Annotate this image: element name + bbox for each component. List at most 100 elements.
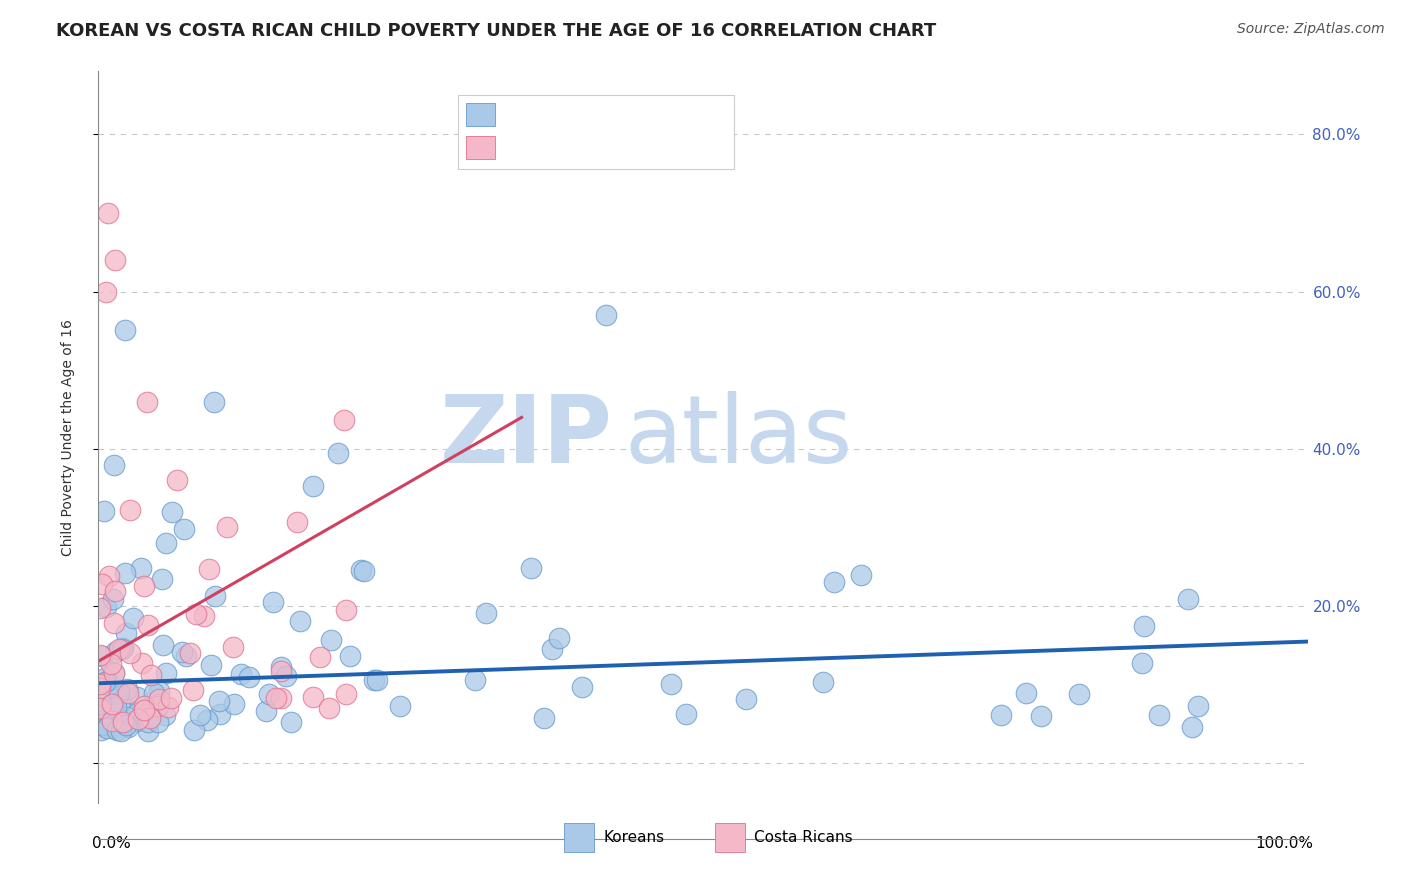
Point [104, 584, 127, 599]
Point [990, 707, 1012, 722]
Point [150, 573, 173, 587]
Text: KOREAN VS COSTA RICAN CHILD POVERTY UNDER THE AGE OF 16 CORRELATION CHART: KOREAN VS COSTA RICAN CHILD POVERTY UNDE… [56, 22, 936, 40]
Point [1177, 592, 1199, 607]
Point [181, 682, 204, 697]
Point [156, 700, 179, 714]
Point [353, 564, 375, 578]
Point [166, 473, 188, 487]
Point [125, 706, 148, 720]
Point [148, 692, 170, 706]
Point [823, 575, 845, 590]
Point [94, 671, 117, 685]
Point [110, 723, 132, 738]
Point [114, 323, 136, 337]
Point [100, 722, 122, 736]
Point [90, 723, 112, 738]
Point [155, 536, 177, 550]
Point [94, 600, 117, 615]
Point [363, 673, 385, 687]
Point [183, 723, 205, 737]
Point [90, 698, 112, 712]
Point [173, 522, 195, 536]
Point [215, 519, 238, 533]
Point [108, 685, 131, 699]
Point [111, 641, 134, 656]
Point [339, 648, 361, 663]
Point [110, 695, 132, 709]
Point [94, 674, 117, 689]
Point [1133, 619, 1156, 633]
Point [105, 723, 128, 737]
Point [125, 690, 148, 705]
Point [179, 646, 201, 660]
Point [193, 609, 215, 624]
Point [464, 673, 486, 688]
Point [115, 718, 138, 732]
Point [100, 714, 122, 728]
Point [172, 645, 194, 659]
Point [104, 687, 127, 701]
Point [105, 700, 128, 714]
Point [318, 701, 340, 715]
Point [811, 675, 834, 690]
Point [141, 668, 163, 682]
Point [197, 562, 219, 576]
Point [101, 697, 124, 711]
Point [262, 595, 284, 609]
Point [112, 641, 135, 656]
Point [152, 638, 174, 652]
Point [112, 714, 135, 729]
Point [138, 714, 160, 729]
Point [120, 646, 142, 660]
Point [131, 657, 153, 671]
Point [321, 633, 343, 648]
Point [89, 601, 111, 615]
Point [100, 657, 122, 672]
Point [89, 700, 111, 714]
Point [148, 715, 170, 730]
Point [595, 308, 617, 322]
Point [139, 711, 162, 725]
Point [89, 681, 111, 695]
Point [174, 649, 197, 664]
Point [224, 698, 246, 712]
Point [131, 561, 153, 575]
Point [115, 681, 138, 696]
Point [675, 707, 697, 722]
Point [107, 690, 129, 704]
Point [103, 666, 125, 681]
Point [326, 446, 349, 460]
Point [204, 590, 226, 604]
Point [335, 603, 357, 617]
Point [335, 687, 357, 701]
Point [301, 479, 323, 493]
Point [132, 699, 155, 714]
Point [135, 394, 157, 409]
Point [1187, 698, 1209, 713]
Point [101, 592, 124, 607]
Point [238, 670, 260, 684]
Point [229, 666, 252, 681]
Point [1029, 708, 1052, 723]
Point [332, 413, 354, 427]
Point [155, 665, 177, 680]
Point [209, 706, 232, 721]
Point [121, 610, 143, 624]
Text: ZIP: ZIP [440, 391, 613, 483]
Point [475, 606, 498, 620]
Point [195, 713, 218, 727]
Point [136, 618, 159, 632]
Point [96, 721, 118, 735]
Point [270, 660, 292, 674]
Point [136, 724, 159, 739]
Point [159, 691, 181, 706]
Y-axis label: Child Poverty Under the Age of 16: Child Poverty Under the Age of 16 [60, 318, 75, 556]
Point [132, 579, 155, 593]
Point [104, 253, 127, 268]
Point [114, 566, 136, 580]
Point [540, 642, 562, 657]
Point [1067, 687, 1090, 701]
Point [127, 712, 149, 726]
Point [389, 699, 412, 714]
Point [97, 569, 120, 583]
